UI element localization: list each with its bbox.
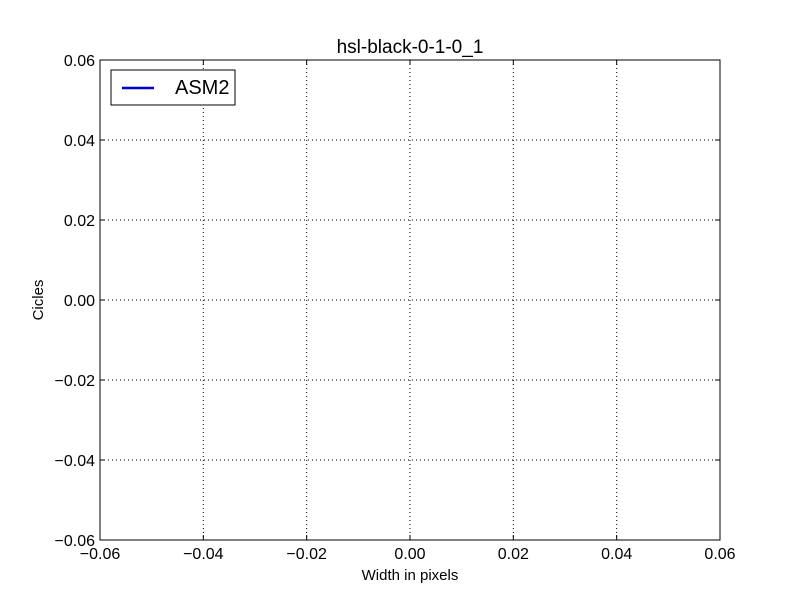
y-tick-label: −0.02 bbox=[55, 373, 96, 390]
x-tick-label: −0.04 bbox=[183, 546, 224, 563]
axis-ticks: −0.06 −0.04 −0.02 0.00 0.02 0.04 0.06 −0.06 −0.0… bbox=[55, 53, 736, 563]
x-tick-label: 0.02 bbox=[498, 546, 529, 563]
y-tick-label: −0.06 bbox=[55, 533, 96, 550]
x-tick-label: 0.06 bbox=[704, 546, 735, 563]
legend-label-asm2: ASM2 bbox=[175, 77, 229, 99]
x-tick-label: −0.02 bbox=[286, 546, 327, 563]
x-axis-label: Width in pixels bbox=[362, 567, 459, 584]
y-tick-label: 0.00 bbox=[64, 293, 95, 310]
x-tick-label: 0.00 bbox=[394, 546, 425, 563]
x-tick-label: −0.06 bbox=[80, 546, 121, 563]
y-tick-label: 0.04 bbox=[64, 133, 95, 150]
y-tick-label: 0.06 bbox=[64, 53, 95, 70]
y-tick-label: −0.04 bbox=[55, 453, 96, 470]
y-axis-label: Cicles bbox=[30, 280, 47, 321]
plot-area-frame bbox=[99, 59, 721, 541]
grid bbox=[100, 60, 720, 540]
x-tick-label: 0.04 bbox=[601, 546, 632, 563]
chart-title: hsl-black-0-1-0_1 bbox=[337, 37, 484, 58]
legend: ASM2 bbox=[110, 69, 236, 106]
y-tick-label: 0.02 bbox=[64, 213, 95, 230]
